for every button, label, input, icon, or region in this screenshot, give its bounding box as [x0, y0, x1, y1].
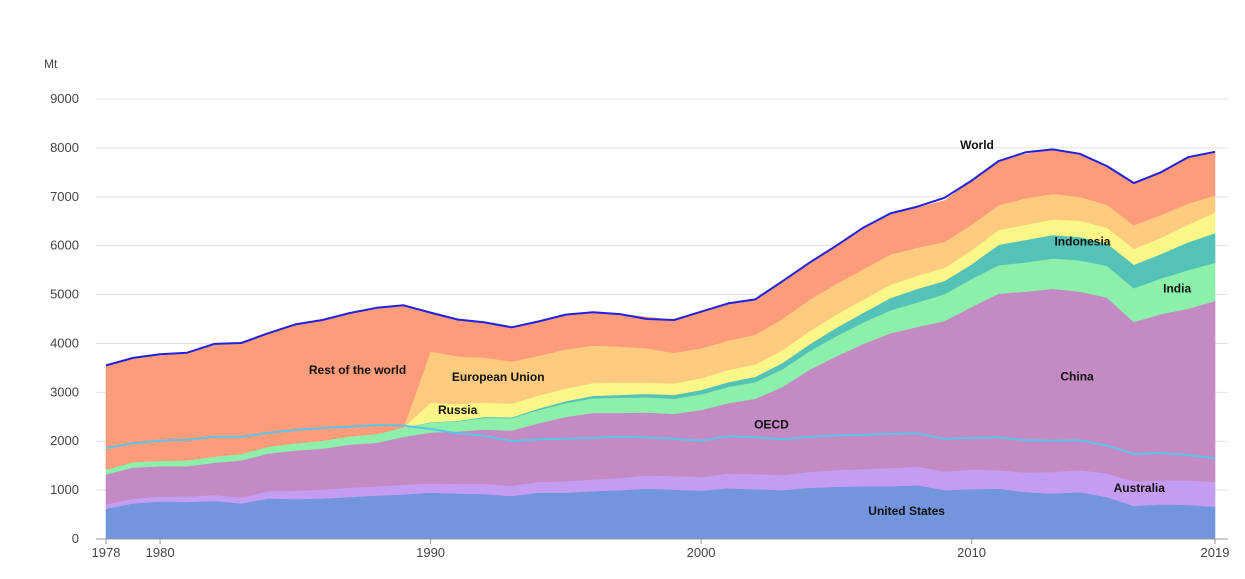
line-oecd [105, 424, 1216, 460]
label-united-states: United States [868, 504, 945, 518]
label-india: India [1163, 282, 1191, 296]
total-lines [105, 148, 1216, 460]
series-labels: World Indonesia India Rest of the world Euro… [309, 138, 1192, 518]
x-tick-label: 1980 [146, 545, 175, 560]
label-rest-of-the-world: Rest of the world [309, 363, 406, 377]
y-tick-label: 0 [72, 531, 79, 546]
label-oecd: OECD [754, 418, 789, 432]
x-tick-label: 1978 [92, 545, 121, 560]
y-tick-label: 3000 [50, 384, 79, 399]
x-tick-label: 2010 [957, 545, 986, 560]
y-tick-label: 2000 [50, 433, 79, 448]
y-tick-label: 6000 [50, 238, 79, 253]
label-indonesia: Indonesia [1054, 235, 1110, 249]
y-tick-label: 4000 [50, 335, 79, 350]
y-tick-label: 7000 [50, 189, 79, 204]
label-china: China [1060, 370, 1094, 384]
x-tick-label: 2000 [687, 545, 716, 560]
y-tick-label: 5000 [50, 287, 79, 302]
label-russia: Russia [438, 403, 478, 417]
x-tick-label: 2019 [1201, 545, 1230, 560]
label-european-union: European Union [452, 370, 545, 384]
line-world [105, 148, 1216, 367]
label-australia: Australia [1114, 481, 1166, 495]
y-tick-label: 8000 [50, 140, 79, 155]
x-tick-label: 1990 [416, 545, 445, 560]
y-tick-label: 9000 [50, 91, 79, 106]
stacked-areas [105, 149, 1216, 540]
y-tick-label: 1000 [50, 482, 79, 497]
label-world: World [960, 138, 994, 152]
x-axis [96, 538, 1228, 544]
y-axis-unit-label: Mt [44, 57, 58, 71]
axis-tick-labels: 0 1000 2000 3000 4000 5000 6000 7000 8000 9000 197… [50, 91, 1229, 560]
